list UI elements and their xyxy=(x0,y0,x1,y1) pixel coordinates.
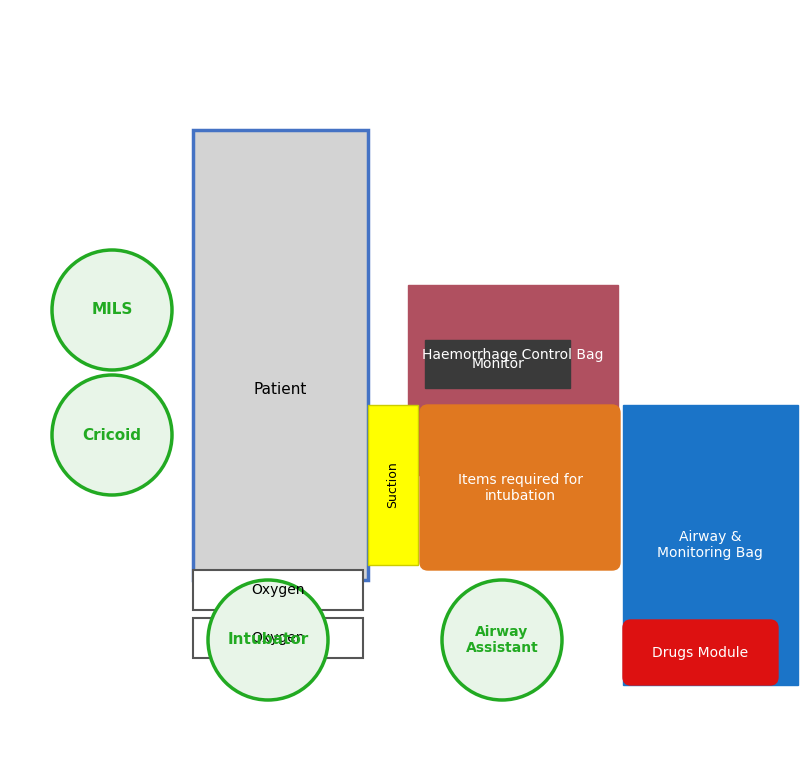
Circle shape xyxy=(52,375,172,495)
Text: Suction: Suction xyxy=(386,462,399,508)
Bar xyxy=(425,340,570,388)
Circle shape xyxy=(442,580,562,700)
Text: Cricoid: Cricoid xyxy=(82,428,141,442)
Text: Oxygen: Oxygen xyxy=(251,631,305,645)
Text: Intubator: Intubator xyxy=(227,633,309,647)
Bar xyxy=(368,405,418,565)
Bar xyxy=(623,405,798,685)
Text: Patient: Patient xyxy=(254,382,307,398)
Circle shape xyxy=(208,580,328,700)
Text: Drugs Module: Drugs Module xyxy=(652,646,748,660)
Text: Monitor: Monitor xyxy=(472,357,524,371)
Text: MILS: MILS xyxy=(91,303,133,317)
Bar xyxy=(193,618,363,658)
Bar xyxy=(408,285,618,475)
Text: Haemorrhage Control Bag: Haemorrhage Control Bag xyxy=(423,348,604,362)
Bar xyxy=(193,130,368,580)
Text: Oxygen: Oxygen xyxy=(251,583,305,597)
Text: Items required for
intubation: Items required for intubation xyxy=(457,473,583,503)
FancyBboxPatch shape xyxy=(623,620,778,685)
Bar xyxy=(193,570,363,610)
Text: Airway &
Monitoring Bag: Airway & Monitoring Bag xyxy=(657,530,763,560)
FancyBboxPatch shape xyxy=(420,405,620,570)
Circle shape xyxy=(52,250,172,370)
Text: Airway
Assistant: Airway Assistant xyxy=(465,625,538,655)
